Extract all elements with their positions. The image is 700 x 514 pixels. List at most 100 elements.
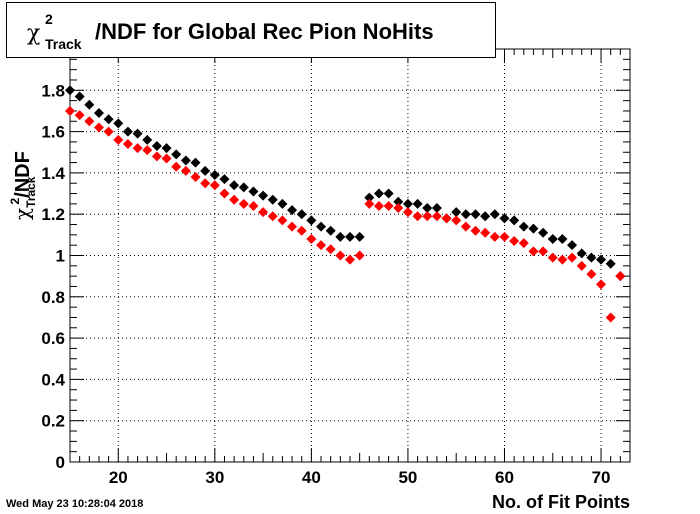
- data-point-series-1: [528, 223, 539, 234]
- data-point-series-2: [509, 236, 520, 247]
- y-tick-label: 1: [56, 247, 65, 266]
- data-point-series-2: [615, 271, 626, 282]
- data-point-series-2: [325, 244, 336, 255]
- data-point-series-2: [248, 200, 259, 211]
- data-point-series-2: [576, 260, 587, 271]
- data-point-series-1: [267, 194, 278, 205]
- data-point-series-2: [586, 269, 597, 280]
- data-point-series-1: [93, 108, 104, 119]
- data-point-series-2: [180, 165, 191, 176]
- y-label-subscript: Track: [24, 176, 38, 208]
- title-box: χ 2 Track /NDF for Global Rec Pion NoHit…: [6, 2, 496, 58]
- data-point-series-1: [248, 186, 259, 197]
- data-point-series-2: [480, 227, 491, 238]
- data-point-series-2: [422, 211, 433, 222]
- data-point-series-2: [567, 252, 578, 263]
- data-point-series-1: [557, 233, 568, 244]
- data-point-series-2: [460, 221, 471, 232]
- y-label-superscript: 2: [8, 197, 22, 205]
- date-stamp: Wed May 23 10:28:04 2018: [6, 498, 144, 510]
- data-point-series-1: [596, 254, 607, 265]
- data-point-series-2: [547, 252, 558, 263]
- data-point-series-2: [267, 211, 278, 222]
- y-tick-label: 0: [56, 453, 65, 472]
- chart-title: χ 2 Track /NDF for Global Rec Pion NoHit…: [7, 3, 495, 57]
- data-point-series-2: [103, 126, 114, 137]
- data-point-series-1: [190, 157, 201, 168]
- data-point-series-1: [354, 231, 365, 242]
- data-point-series-1: [180, 155, 191, 166]
- data-point-series-2: [132, 143, 143, 154]
- data-point-series-1: [567, 240, 578, 251]
- data-point-series-1: [103, 114, 114, 125]
- data-point-series-2: [364, 198, 375, 209]
- data-point-series-1: [470, 209, 481, 220]
- data-point-series-2: [209, 180, 220, 191]
- data-point-series-1: [74, 91, 85, 102]
- y-tick-label: 1.8: [41, 81, 65, 100]
- y-axis-label: χTrack2/NDF: [6, 70, 46, 220]
- data-point-series-2: [238, 198, 249, 209]
- data-point-series-1: [518, 221, 529, 232]
- data-point-series-2: [84, 116, 95, 127]
- data-point-series-2: [373, 200, 384, 211]
- data-point-series-1: [538, 227, 549, 238]
- data-point-series-2: [287, 221, 298, 232]
- data-point-series-1: [576, 248, 587, 259]
- data-point-series-1: [586, 252, 597, 263]
- x-tick-label: 40: [302, 468, 321, 487]
- data-point-series-1: [393, 196, 404, 207]
- x-tick-label: 30: [205, 468, 224, 487]
- data-point-series-1: [547, 233, 558, 244]
- y-tick-label: 1.6: [41, 123, 65, 142]
- data-point-series-1: [84, 99, 95, 110]
- data-point-series-2: [412, 211, 423, 222]
- data-point-series-2: [596, 279, 607, 290]
- data-point-series-1: [229, 180, 240, 191]
- data-point-series-1: [113, 118, 124, 129]
- data-point-series-1: [412, 198, 423, 209]
- data-point-series-2: [65, 105, 75, 116]
- data-point-series-1: [373, 188, 384, 199]
- data-point-series-2: [605, 312, 616, 323]
- data-point-series-2: [113, 134, 124, 145]
- data-point-series-1: [383, 188, 394, 199]
- data-point-series-2: [200, 178, 211, 189]
- title-text: /NDF for Global Rec Pion NoHits: [95, 19, 434, 44]
- data-point-series-1: [65, 85, 75, 96]
- x-tick-label: 20: [109, 468, 128, 487]
- data-point-series-1: [219, 174, 230, 185]
- data-point-series-2: [258, 207, 269, 218]
- data-point-series-2: [441, 213, 452, 224]
- data-point-series-2: [142, 145, 153, 156]
- data-point-series-2: [393, 203, 404, 214]
- data-point-series-1: [171, 149, 182, 160]
- data-point-series-2: [557, 254, 568, 265]
- data-point-series-1: [200, 165, 211, 176]
- y-tick-label: 0.2: [41, 412, 65, 431]
- data-point-series-1: [489, 209, 500, 220]
- data-point-series-2: [122, 138, 133, 149]
- data-point-series-1: [325, 225, 336, 236]
- data-point-series-1: [296, 209, 307, 220]
- title-superscript: 2: [45, 11, 53, 27]
- data-point-series-1: [364, 192, 375, 203]
- data-point-series-2: [229, 194, 240, 205]
- data-point-series-1: [335, 231, 346, 242]
- data-point-series-2: [354, 250, 365, 261]
- data-point-series-1: [238, 182, 249, 193]
- data-point-series-2: [431, 211, 442, 222]
- data-point-series-1: [132, 128, 143, 139]
- data-point-series-2: [345, 254, 355, 265]
- y-tick-label: 1.4: [41, 164, 65, 183]
- data-point-series-2: [171, 161, 182, 172]
- title-subscript: Track: [45, 36, 82, 52]
- data-point-series-2: [190, 172, 201, 183]
- y-axis-label-text: χTrack2/NDF: [8, 151, 38, 220]
- data-point-series-2: [489, 231, 500, 242]
- data-point-series-1: [316, 221, 327, 232]
- data-point-series-1: [258, 190, 269, 201]
- data-point-series-1: [142, 134, 153, 145]
- data-point-series-2: [93, 122, 104, 133]
